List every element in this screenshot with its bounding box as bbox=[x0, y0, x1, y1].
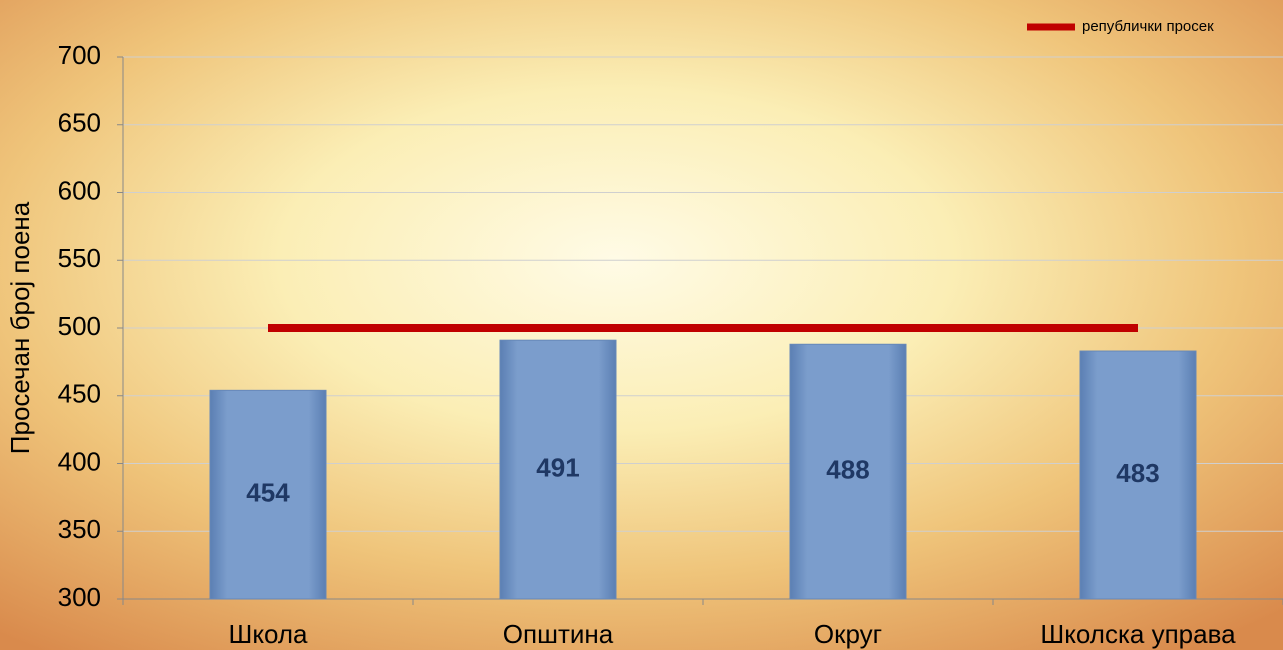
y-tick-label: 600 bbox=[58, 175, 101, 205]
x-tick-label: Округ bbox=[814, 619, 882, 649]
y-tick-label: 500 bbox=[58, 311, 101, 341]
bar bbox=[499, 339, 617, 600]
bar bbox=[1079, 350, 1197, 600]
legend-label: републички просек bbox=[1082, 18, 1214, 35]
x-tick-label: Школска управа bbox=[1040, 619, 1236, 649]
x-tick-label: Општина bbox=[503, 619, 614, 649]
data-label: 454 bbox=[246, 478, 290, 508]
y-tick-label: 350 bbox=[58, 514, 101, 544]
x-tick-label: Школа bbox=[228, 619, 308, 649]
y-tick-label: 400 bbox=[58, 446, 101, 476]
y-axis-label: Просечан број поена bbox=[5, 201, 35, 454]
bar bbox=[209, 389, 327, 600]
y-tick-label: 450 bbox=[58, 379, 101, 409]
y-tick-label: 700 bbox=[58, 40, 101, 70]
data-label: 491 bbox=[536, 452, 579, 482]
y-tick-label: 550 bbox=[58, 243, 101, 273]
y-tick-label: 650 bbox=[58, 108, 101, 138]
bar bbox=[789, 343, 907, 600]
data-label: 488 bbox=[826, 455, 869, 485]
y-tick-label: 300 bbox=[58, 582, 101, 612]
data-label: 483 bbox=[1116, 458, 1159, 488]
